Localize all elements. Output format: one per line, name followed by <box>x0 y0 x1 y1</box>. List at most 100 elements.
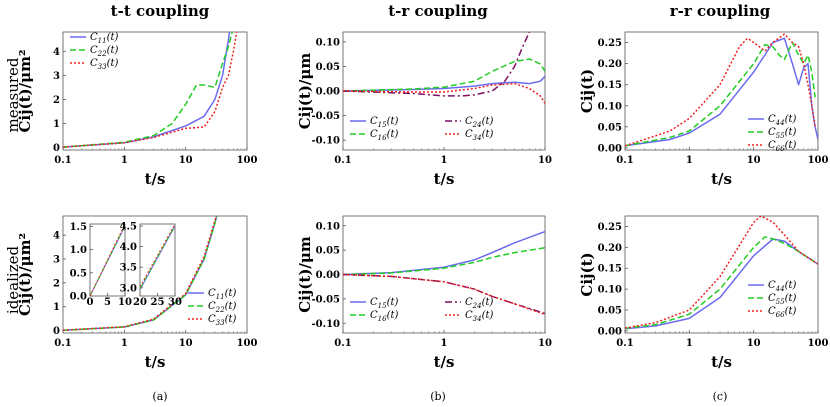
chart-series-group <box>63 32 238 148</box>
y-axis-label: Cij(t)/μm² <box>16 49 34 132</box>
y-axis-label: Cij(t)/μm² <box>16 233 34 316</box>
x-tick-label: 20 <box>133 297 147 308</box>
series-line-c33t <box>63 216 217 331</box>
chart-b-idealized: 0.1 1 10 -0.10 -0.05 0.00 0.05 0.10 t/s Cij(t)/μm… <box>296 215 552 371</box>
y-tick-label: -0.10 <box>311 319 340 330</box>
series-line-inset-2 <box>90 224 125 296</box>
y-tick-label: 3 <box>53 71 60 82</box>
legend-label: C16(t) <box>370 310 398 323</box>
y-tick-label: 1 <box>53 302 60 313</box>
chart-b-measured: 0.1 1 10 -0.10 -0.05 0.00 0.05 0.10 t/s Cij(t)/μm… <box>296 31 552 188</box>
legend-label: C55(t) <box>768 293 796 306</box>
legend-label: C11(t) <box>208 288 236 301</box>
y-tick-label: 1 <box>53 119 60 130</box>
y-tick-label: 0.05 <box>316 246 340 257</box>
series-line-c11t <box>63 32 231 148</box>
y-tick-label: 1.5 <box>70 222 87 233</box>
series-line-c33t <box>63 32 238 148</box>
subfig-label-b: (b) <box>430 390 446 403</box>
y-tick-label: 4.0 <box>120 242 137 253</box>
x-tick-label: 100 <box>808 155 829 166</box>
y-tick-label: 4.5 <box>120 222 137 233</box>
x-axis-label: t/s <box>434 170 455 188</box>
column-title-tr: t-r coupling <box>388 2 488 20</box>
chart-series-group <box>140 224 175 291</box>
chart-series-group <box>625 33 818 147</box>
chart-frame <box>62 215 248 334</box>
legend-label: C22(t) <box>90 45 118 58</box>
y-tick-label: 1.0 <box>70 245 87 256</box>
series-line-c16t <box>343 58 545 92</box>
y-tick-label: 3.5 <box>120 263 137 274</box>
x-tick-label: 1 <box>686 338 693 349</box>
x-tick-label: 0 <box>87 297 94 308</box>
y-tick-label: 0.00 <box>598 326 622 337</box>
legend-label: C34(t) <box>465 310 493 323</box>
y-tick-label: 3.0 <box>120 283 137 294</box>
legend-label: C33(t) <box>90 58 118 71</box>
x-axis-label: t/s <box>434 353 455 371</box>
x-tick-label: 10 <box>118 297 132 308</box>
column-title-rr: r-r coupling <box>670 2 771 20</box>
y-tick-label: 4 <box>53 47 60 58</box>
x-tick-label: 0.1 <box>616 338 633 349</box>
chart-c-idealized: 0.1 1 10 100 0.00 0.05 0.10 0.15 0.20 0.25 t/s Cij(… <box>578 215 829 371</box>
legend-label: C15(t) <box>370 116 398 129</box>
legend-label: C24(t) <box>465 297 493 310</box>
series-line-inset-1 <box>140 224 175 289</box>
x-tick-label: 10 <box>747 155 761 166</box>
x-tick-label: 100 <box>808 338 829 349</box>
subfig-label-c: (c) <box>713 390 728 403</box>
chart-a-idealized-inset1: 0 5 10 0.0 0.5 1.0 1.5 <box>70 222 132 308</box>
y-tick-label: 4 <box>53 231 60 242</box>
legend-label: C34(t) <box>465 129 493 142</box>
legend-label: C55(t) <box>768 127 796 140</box>
x-tick-label: 30 <box>168 297 182 308</box>
legend-label: C44(t) <box>768 280 796 293</box>
x-tick-label: 1 <box>441 338 448 349</box>
x-tick-label: 10 <box>179 155 193 166</box>
y-tick-label: 0.00 <box>316 270 340 281</box>
y-tick-label: 0 <box>53 143 60 154</box>
x-tick-label: 1 <box>686 155 693 166</box>
y-tick-label: 0.00 <box>316 87 340 98</box>
chart-c-measured: 0.1 1 10 100 0.00 0.05 0.10 0.15 0.20 0.25 t/s Cij(… <box>578 31 829 188</box>
y-tick-label: -0.05 <box>311 294 340 305</box>
x-axis-label: t/s <box>145 170 166 188</box>
x-tick-label: 0.1 <box>54 155 71 166</box>
series-line-c16t <box>343 246 545 276</box>
y-tick-label: 0.10 <box>598 285 622 296</box>
chart-a-measured: 0.1 1 10 100 0 1 2 3 4 t/s Cij(t)/μm² C11(t)C22(t)C… <box>16 31 258 188</box>
x-axis-label: t/s <box>711 170 732 188</box>
y-tick-label: 0.15 <box>598 80 622 91</box>
y-tick-label: 0.00 <box>598 143 622 154</box>
row-label-measured: measured <box>4 57 22 132</box>
row-label-idealized: idealized <box>4 246 22 315</box>
y-tick-label: 0.20 <box>598 243 622 254</box>
x-axis-label: t/s <box>145 353 166 371</box>
legend-label: C11(t) <box>90 32 118 45</box>
chart-series-group <box>343 230 545 316</box>
x-tick-label: 0.1 <box>616 155 633 166</box>
chart-legend: C44(t)C55(t)C66(t) <box>748 280 796 319</box>
legend-label: C66(t) <box>768 306 796 319</box>
chart-a-idealized-inset2: 20 25 30 3.0 3.5 4.0 4.5 <box>120 222 182 308</box>
chart-series-group <box>343 32 545 104</box>
x-tick-label: 10 <box>538 338 552 349</box>
x-tick-label: 100 <box>237 155 258 166</box>
x-tick-label: 10 <box>747 338 761 349</box>
chart-series-group <box>90 224 125 296</box>
chart-frame <box>624 31 819 151</box>
chart-legend: C11(t)C22(t)C33(t) <box>70 32 118 71</box>
chart-series-group <box>625 216 818 330</box>
chart-frame <box>62 31 248 151</box>
subfig-label-a: (a) <box>152 390 167 403</box>
y-tick-label: 0.25 <box>598 38 622 49</box>
x-tick-label: 100 <box>237 338 258 349</box>
y-tick-label: 2 <box>53 95 60 106</box>
chart-legend: C11(t)C22(t)C33(t) <box>188 288 236 327</box>
x-tick-label: 1 <box>121 338 128 349</box>
y-tick-label: -0.10 <box>311 136 340 147</box>
y-tick-label: 0.0 <box>70 292 87 303</box>
